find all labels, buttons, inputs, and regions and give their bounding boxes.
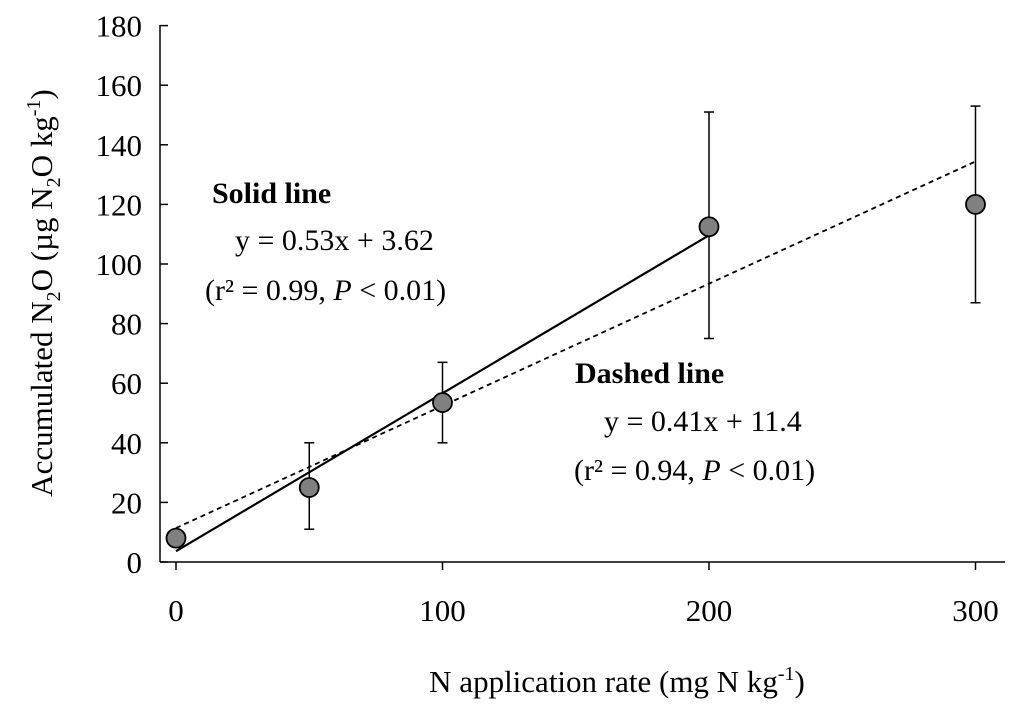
data-point: [432, 392, 453, 413]
markers: [165, 193, 986, 549]
data-point: [298, 477, 320, 498]
dashed-line-title: Dashed line: [575, 357, 724, 390]
y-tick-label: 0: [127, 545, 143, 580]
x-tick-label: 100: [419, 593, 466, 628]
x-axis-label: N application rate (mg N kg-1): [429, 663, 805, 699]
dashed-line-equation: y = 0.41x + 11.4: [604, 405, 802, 438]
y-tick-label: 60: [111, 366, 142, 401]
data-point: [698, 216, 720, 238]
data-point: [165, 527, 187, 549]
solid-line-stats: (r² = 0.99, P < 0.01): [205, 274, 446, 307]
y-tick-label: 120: [96, 187, 143, 222]
y-tick-label: 160: [96, 68, 143, 103]
solid-line-title: Solid line: [212, 177, 331, 210]
x-tick-label: 300: [952, 593, 999, 628]
x-tick-label: 200: [686, 593, 733, 628]
x-ticks: 0 100 200 300: [168, 562, 999, 628]
y-tick-label: 80: [111, 307, 142, 342]
y-tick-label: 40: [111, 426, 142, 461]
y-tick-label: 20: [111, 485, 142, 520]
y-tick-label: 180: [96, 9, 143, 44]
y-tick-label: 140: [96, 128, 143, 163]
y-ticks: 0 20 40 60 80 100 120 140 160 180: [96, 9, 168, 580]
data-point: [965, 193, 986, 215]
y-axis-label: Accumulated N2O (µg N2O kg-1): [23, 89, 65, 497]
x-tick-label: 0: [168, 593, 184, 628]
y-tick-label: 100: [96, 247, 143, 282]
dashed-line-stats: (r² = 0.94, P < 0.01): [574, 454, 815, 487]
solid-line-equation: y = 0.53x + 3.62: [235, 224, 434, 257]
